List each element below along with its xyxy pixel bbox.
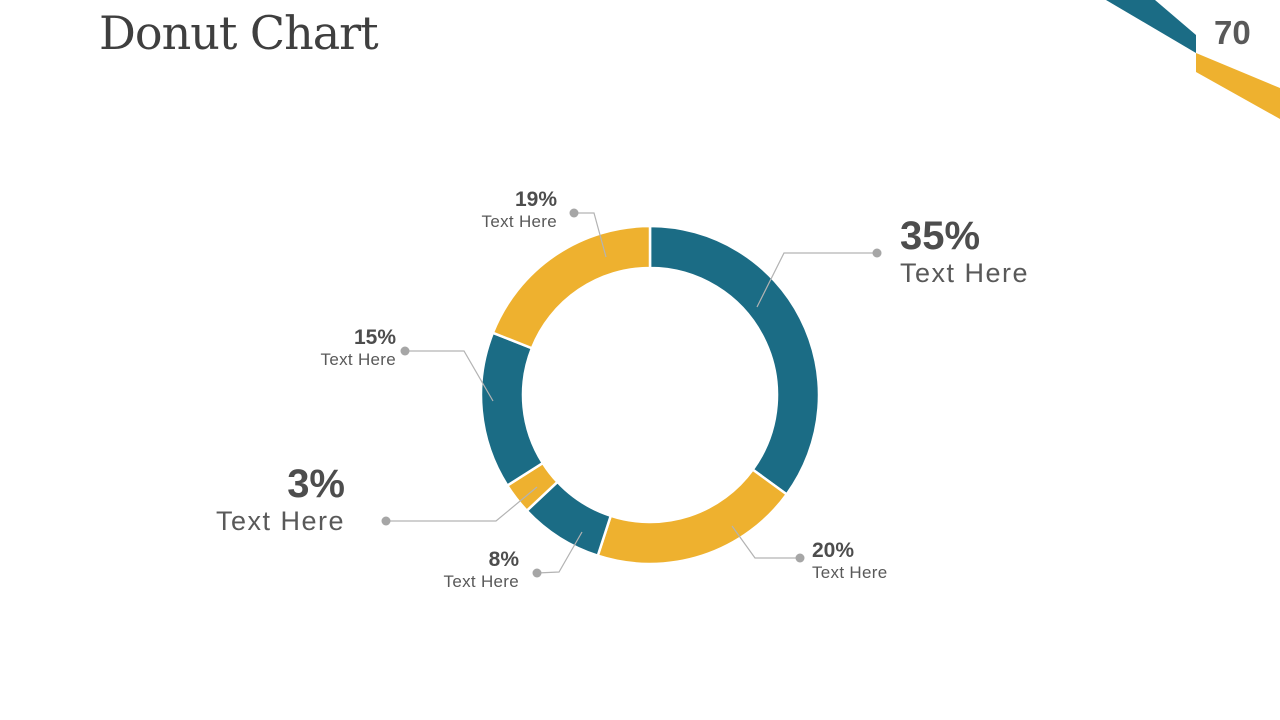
- leader-dot-icon: [569, 208, 579, 218]
- slice-percent: 15%: [353, 326, 396, 349]
- leader-line: [536, 531, 583, 574]
- slice-percent: 35%: [900, 214, 981, 258]
- slice-sublabel: Text Here: [481, 212, 557, 231]
- slice-sublabel: Text Here: [320, 350, 396, 369]
- ribbon-teal-icon: [1106, 0, 1196, 53]
- slice-percent: 8%: [488, 548, 519, 571]
- leader-dot-icon: [381, 516, 391, 526]
- leader-line: [405, 350, 494, 402]
- leader-line: [756, 252, 877, 308]
- slice-label-20: 20% Text Here: [812, 540, 887, 581]
- donut-segment: [491, 224, 652, 350]
- slice-percent: 3%: [287, 462, 345, 506]
- leader-dot-icon: [532, 568, 542, 578]
- slice-label-19: 19% Text Here: [482, 189, 557, 230]
- slice-sublabel: Text Here: [215, 506, 345, 536]
- slice-label-35: 35% Text Here: [900, 216, 1029, 287]
- leader-line: [386, 486, 538, 522]
- page-title: Donut Chart: [99, 6, 379, 60]
- leader-line: [731, 525, 800, 559]
- donut-segment: [648, 224, 821, 497]
- slice-percent: 20%: [812, 539, 855, 562]
- slice-label-8: 8% Text Here: [444, 549, 519, 590]
- leader-dot-icon: [795, 553, 805, 563]
- donut-segment: [596, 467, 789, 566]
- leader-dot-icon: [872, 248, 882, 258]
- slice-label-3: 3% Text Here: [216, 464, 345, 535]
- corner-ribbons: [1106, 0, 1280, 119]
- slice-sublabel: Text Here: [443, 572, 519, 591]
- slice-sublabel: Text Here: [900, 258, 1030, 288]
- slice-sublabel: Text Here: [812, 563, 888, 582]
- ribbon-yellow-icon: [1196, 53, 1280, 119]
- page-number: 70: [1214, 14, 1251, 51]
- leader-dot-icon: [400, 346, 410, 356]
- donut-segment: [479, 331, 545, 488]
- slice-label-15: 15% Text Here: [321, 327, 396, 368]
- slice-percent: 19%: [514, 188, 557, 211]
- leader-line: [574, 212, 607, 258]
